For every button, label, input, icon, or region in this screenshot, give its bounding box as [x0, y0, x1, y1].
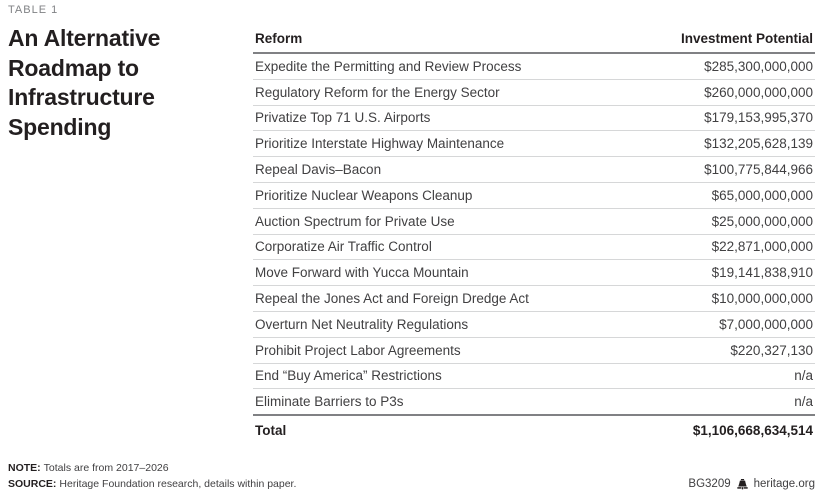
title-line: Spending: [8, 113, 112, 140]
table-header-row: Reform Investment Potential: [253, 31, 815, 54]
investment-potential-cell: $22,871,000,000: [711, 239, 813, 255]
reform-cell: Auction Spectrum for Private Use: [255, 213, 455, 229]
reform-cell: Expedite the Permitting and Review Proce…: [255, 58, 522, 74]
note-text: Totals are from 2017–2026: [43, 462, 169, 474]
table-body: Expedite the Permitting and Review Proce…: [253, 54, 815, 414]
table-row: Prioritize Interstate Highway Maintenanc…: [253, 131, 815, 158]
title-line: Infrastructure: [8, 84, 155, 110]
table-row: Overturn Net Neutrality Regulations $7,0…: [253, 312, 815, 338]
table-row: Move Forward with Yucca Mountain $19,141…: [253, 260, 815, 287]
reform-cell: Eliminate Barriers to P3s: [255, 394, 404, 410]
investment-potential-cell: $7,000,000,000: [719, 316, 813, 332]
reform-cell: Prioritize Interstate Highway Maintenanc…: [255, 136, 505, 152]
investment-potential-cell: $132,205,628,139: [704, 136, 813, 152]
table-number-label: TABLE 1: [8, 4, 59, 16]
investment-potential-cell: $19,141,838,910: [711, 265, 813, 281]
reform-cell: Prohibit Project Labor Agreements: [255, 342, 461, 358]
investment-potential-cell: $285,300,000,000: [704, 58, 813, 74]
reform-cell: Regulatory Reform for the Energy Sector: [255, 84, 500, 100]
table-row: Corporatize Air Traffic Control $22,871,…: [253, 235, 815, 261]
table-row: Repeal Davis–Bacon $100,775,844,966: [253, 157, 815, 183]
table-row: Regulatory Reform for the Energy Sector …: [253, 80, 815, 106]
reform-cell: Move Forward with Yucca Mountain: [255, 265, 469, 281]
reform-cell: Privatize Top 71 U.S. Airports: [255, 110, 431, 126]
reform-cell: Corporatize Air Traffic Control: [255, 239, 432, 255]
note-line: NOTE: Totals are from 2017–2026: [8, 461, 296, 477]
investment-potential-cell: $100,775,844,966: [704, 162, 813, 178]
total-value: $1,106,668,634,514: [692, 423, 813, 439]
column-header-reform: Reform: [255, 31, 303, 46]
title-line: Roadmap to: [8, 54, 139, 81]
reform-cell: Repeal Davis–Bacon: [255, 162, 382, 178]
footer-right: BG3209 heritage.org: [688, 478, 815, 490]
investment-potential-cell: $65,000,000,000: [711, 187, 813, 203]
reform-cell: End “Buy America” Restrictions: [255, 368, 442, 384]
title-block: TABLE 1 An Alternative Roadmap to Infras…: [8, 4, 246, 142]
document-id: BG3209: [688, 478, 731, 490]
table-row: Repeal the Jones Act and Foreign Dredge …: [253, 286, 815, 312]
column-header-investment-potential: Investment Potential: [680, 31, 813, 46]
table-row: Auction Spectrum for Private Use $25,000…: [253, 209, 815, 235]
source-text: Heritage Foundation research, details wi…: [59, 477, 297, 490]
investment-potential-cell: $260,000,000,000: [704, 84, 813, 100]
website-url: heritage.org: [753, 478, 815, 490]
table-row: Privatize Top 71 U.S. Airports $179,153,…: [253, 106, 815, 132]
table-row: Expedite the Permitting and Review Proce…: [253, 54, 815, 80]
table-row: End “Buy America” Restrictions n/a: [253, 364, 815, 390]
reform-cell: Repeal the Jones Act and Foreign Dredge …: [255, 291, 529, 307]
reform-cell: Overturn Net Neutrality Regulations: [255, 316, 469, 332]
total-row: Total $1,106,668,634,514: [253, 414, 815, 438]
page-title: An Alternative Roadmap to Infrastructure…: [8, 24, 246, 142]
investment-potential-cell: $179,153,995,370: [704, 110, 813, 126]
investment-potential-cell: $10,000,000,000: [711, 291, 813, 307]
investment-potential-cell: n/a: [794, 394, 813, 410]
table-row: Prioritize Nuclear Weapons Cleanup $65,0…: [253, 183, 815, 209]
investment-potential-cell: $220,327,130: [730, 342, 813, 358]
footnotes: NOTE: Totals are from 2017–2026 SOURCE: He…: [8, 461, 296, 492]
source-line: SOURCE: Heritage Foundation research, det…: [8, 477, 296, 493]
data-table: Reform Investment Potential Expedite the…: [253, 31, 815, 438]
investment-potential-cell: $25,000,000,000: [711, 213, 813, 229]
investment-potential-cell: n/a: [794, 368, 813, 384]
table-row: Prohibit Project Labor Agreements $220,3…: [253, 338, 815, 364]
note-label: NOTE:: [8, 462, 41, 474]
liberty-bell-icon: [736, 478, 749, 490]
reform-cell: Prioritize Nuclear Weapons Cleanup: [255, 187, 473, 203]
title-line: An Alternative: [8, 25, 161, 51]
source-label: SOURCE:: [8, 477, 57, 490]
table-row: Eliminate Barriers to P3s n/a: [253, 389, 815, 414]
total-label: Total: [255, 423, 287, 439]
